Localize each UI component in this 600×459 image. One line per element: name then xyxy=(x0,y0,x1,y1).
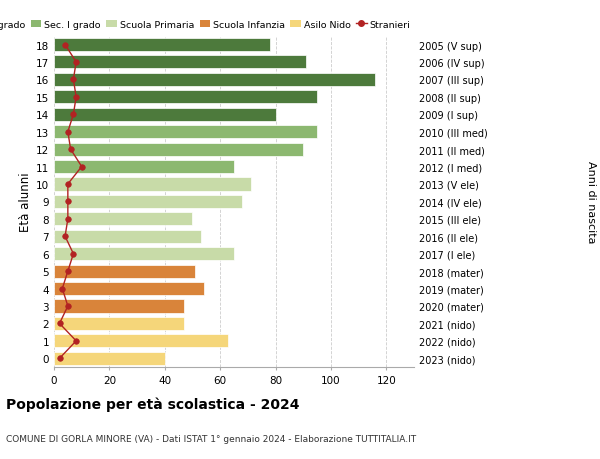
Bar xyxy=(54,265,195,278)
Text: COMUNE DI GORLA MINORE (VA) - Dati ISTAT 1° gennaio 2024 - Elaborazione TUTTITAL: COMUNE DI GORLA MINORE (VA) - Dati ISTAT… xyxy=(6,434,416,443)
Bar xyxy=(54,282,203,296)
Text: Popolazione per età scolastica - 2024: Popolazione per età scolastica - 2024 xyxy=(6,397,299,412)
Bar xyxy=(54,74,375,87)
Bar xyxy=(54,178,251,191)
Bar xyxy=(54,247,234,261)
Text: Anni di nascita: Anni di nascita xyxy=(586,161,596,243)
Bar xyxy=(54,300,184,313)
Bar xyxy=(54,39,270,52)
Legend: Sec. II grado, Sec. I grado, Scuola Primaria, Scuola Infanzia, Asilo Nido, Stran: Sec. II grado, Sec. I grado, Scuola Prim… xyxy=(0,17,414,34)
Bar xyxy=(54,108,275,122)
Bar xyxy=(54,213,193,226)
Y-axis label: Età alunni: Età alunni xyxy=(19,172,32,232)
Bar xyxy=(54,126,317,139)
Bar xyxy=(54,56,306,69)
Bar xyxy=(54,196,242,208)
Bar xyxy=(54,161,234,174)
Bar xyxy=(54,335,229,347)
Bar xyxy=(54,143,303,157)
Bar xyxy=(54,230,201,243)
Bar xyxy=(54,352,165,365)
Bar xyxy=(54,91,317,104)
Bar xyxy=(54,317,184,330)
